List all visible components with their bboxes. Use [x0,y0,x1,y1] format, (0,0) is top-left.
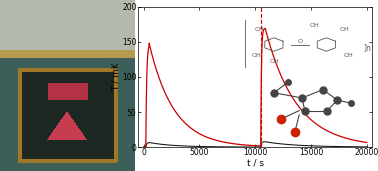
X-axis label: t / s: t / s [247,159,263,168]
Y-axis label: T / mK: T / mK [112,63,121,91]
